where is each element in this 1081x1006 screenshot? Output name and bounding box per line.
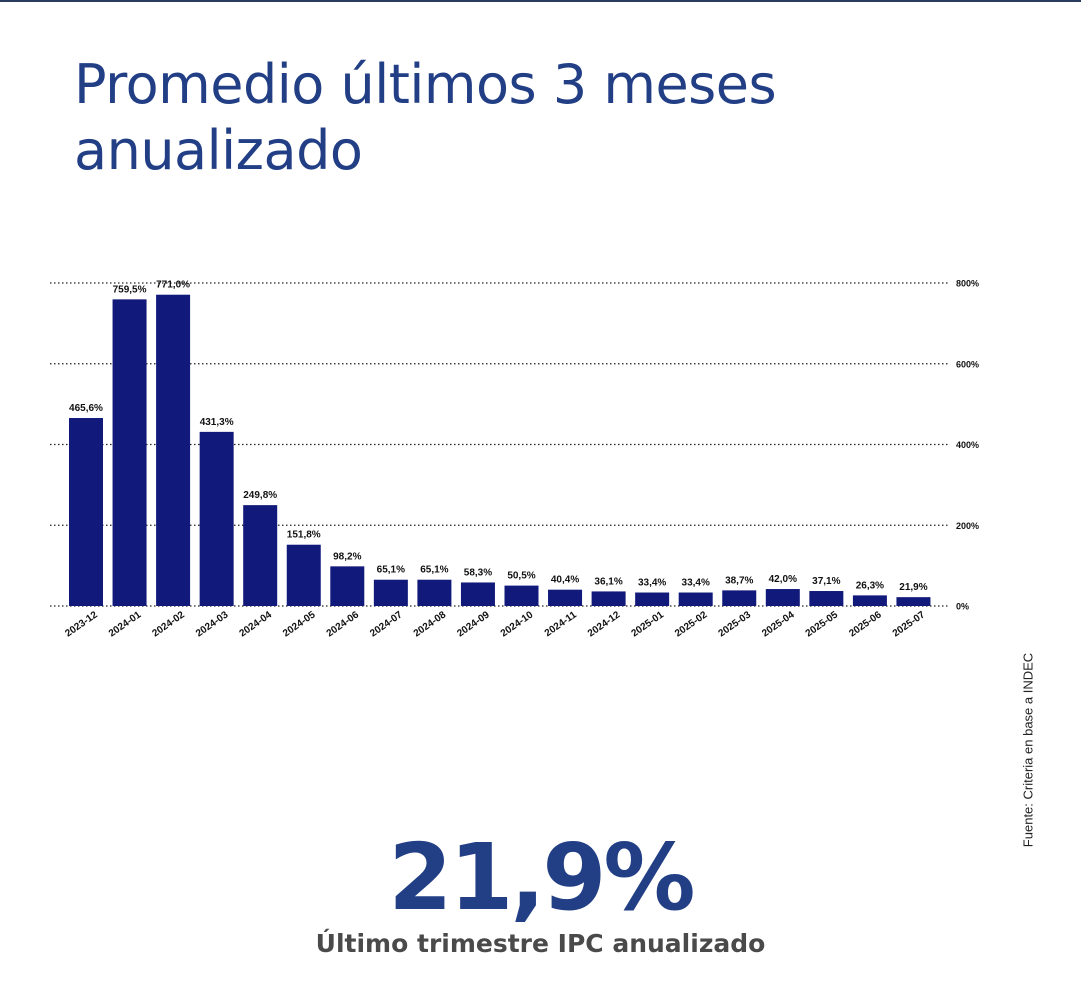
bar (156, 294, 191, 606)
y-tick-label: 800% (956, 279, 979, 289)
bar (548, 589, 583, 606)
bar (722, 590, 757, 606)
bar (286, 544, 321, 606)
chart-title: Promedio últimos 3 meses anualizado (74, 52, 934, 184)
data-label: 40,4% (551, 575, 579, 586)
y-tick-label: 400% (956, 440, 979, 450)
data-label: 38,7% (725, 575, 753, 586)
x-tick-label: 2024-09 (455, 609, 492, 639)
bar (591, 591, 626, 606)
x-tick-label: 2025-02 (673, 609, 710, 639)
bar (852, 595, 887, 606)
y-tick-label: 0% (956, 602, 969, 612)
x-axis-ticks: 2023-12 2024-01 2024-02 2024-03 2024-04 2024-… (63, 609, 927, 639)
data-label: 431,3% (200, 417, 234, 428)
x-tick-label: 2024-10 (499, 609, 536, 639)
bar (460, 582, 495, 606)
data-label: 33,4% (638, 578, 666, 589)
x-tick-label: 2025-01 (629, 609, 666, 639)
data-label: 36,1% (594, 576, 622, 587)
source-note: Fuente: Criteria en base a INDEC (1020, 652, 1036, 848)
bar (809, 591, 844, 606)
x-tick-label: 2024-04 (238, 609, 275, 639)
x-tick-label: 2024-06 (325, 609, 362, 639)
y-axis-ticks: 0% 200% 400% 600% 800% (956, 279, 979, 612)
y-tick-label: 200% (956, 521, 979, 531)
bar (896, 597, 931, 606)
highlight-value: 21,9% (388, 824, 695, 931)
x-tick-label: 2024-07 (368, 609, 405, 639)
bar (243, 505, 278, 606)
data-label: 50,5% (507, 571, 535, 582)
highlight-caption: Último trimestre IPC anualizado (315, 929, 766, 958)
bar (330, 566, 365, 606)
x-tick-label: 2024-02 (150, 609, 187, 639)
data-label: 42,0% (769, 574, 797, 585)
x-tick-label: 2024-05 (281, 609, 318, 639)
data-labels: 465,6% 759,5% 771,0% 431,3% 249,8% 151,8% 98,2… (69, 280, 928, 593)
bar (635, 592, 670, 606)
x-tick-label: 2024-12 (586, 609, 623, 639)
bar (765, 589, 800, 606)
data-label: 65,1% (377, 565, 405, 576)
x-tick-label: 2025-03 (717, 609, 754, 639)
bar (199, 431, 234, 606)
x-tick-label: 2024-01 (107, 609, 144, 639)
bar (678, 592, 713, 606)
data-label: 33,4% (682, 578, 710, 589)
data-label: 21,9% (899, 582, 927, 593)
x-tick-label: 2024-03 (194, 609, 231, 639)
data-label: 98,2% (333, 551, 361, 562)
x-tick-label: 2025-07 (891, 609, 928, 639)
data-label: 465,6% (69, 403, 103, 414)
data-label: 37,1% (812, 576, 840, 587)
data-label: 65,1% (420, 565, 448, 576)
y-tick-label: 600% (956, 359, 979, 369)
bar (373, 579, 408, 606)
bar (112, 299, 147, 606)
x-tick-label: 2023-12 (63, 609, 100, 639)
data-label: 759,5% (113, 284, 147, 295)
data-label: 249,8% (243, 490, 277, 501)
x-tick-label: 2025-05 (804, 609, 841, 639)
x-tick-label: 2025-04 (760, 609, 797, 639)
data-label: 771,0% (156, 280, 190, 291)
bar-chart: 465,6% 759,5% 771,0% 431,3% 249,8% 151,8% 98,2… (50, 279, 979, 640)
chart-title-line-1: Promedio últimos 3 meses (74, 53, 777, 116)
bar (69, 418, 103, 606)
bar (504, 585, 539, 606)
data-label: 151,8% (287, 530, 321, 541)
data-label: 58,3% (464, 567, 492, 578)
bars (69, 294, 931, 606)
chart-title-line-2: anualizado (74, 119, 363, 182)
bar (417, 579, 452, 606)
x-tick-label: 2024-11 (543, 609, 579, 639)
data-label: 26,3% (856, 580, 884, 591)
top-rule (0, 0, 1081, 2)
x-tick-label: 2024-08 (412, 609, 449, 639)
x-tick-label: 2025-06 (847, 609, 884, 639)
